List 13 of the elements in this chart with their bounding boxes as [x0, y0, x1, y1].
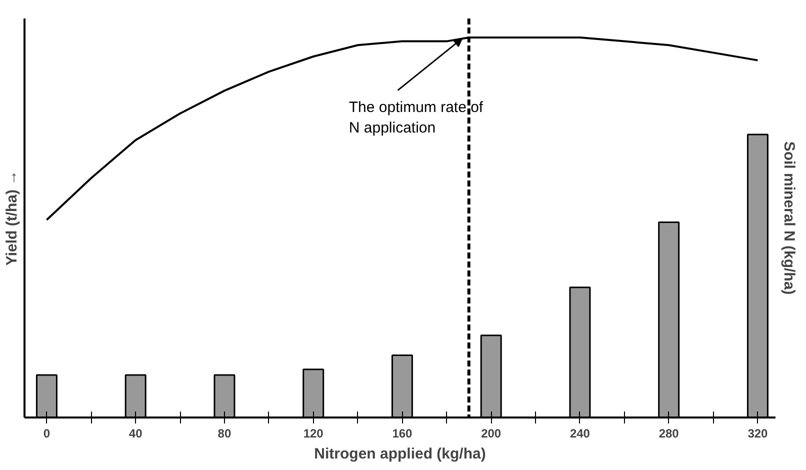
x-axis-title: Nitrogen applied (kg/ha) [314, 446, 486, 462]
annotation: The optimum rate of N application [348, 98, 484, 136]
y-axis-title: Yield (t/ha) → [4, 170, 20, 266]
x-tick-label: 280 [658, 426, 680, 440]
y2-axis-title: Soil mineral N (kg/ha) [780, 141, 798, 295]
x-tick-label: 40 [128, 426, 143, 440]
x-tick-label: 80 [218, 426, 232, 440]
x-tick-label: 160 [392, 426, 413, 440]
x-tick-label: 0 [43, 426, 50, 440]
x-tick-label: 200 [481, 426, 502, 440]
x-tick-label: 320 [748, 426, 768, 440]
x-tick-label: 240 [570, 426, 590, 440]
x-tick-label: 120 [303, 426, 324, 440]
